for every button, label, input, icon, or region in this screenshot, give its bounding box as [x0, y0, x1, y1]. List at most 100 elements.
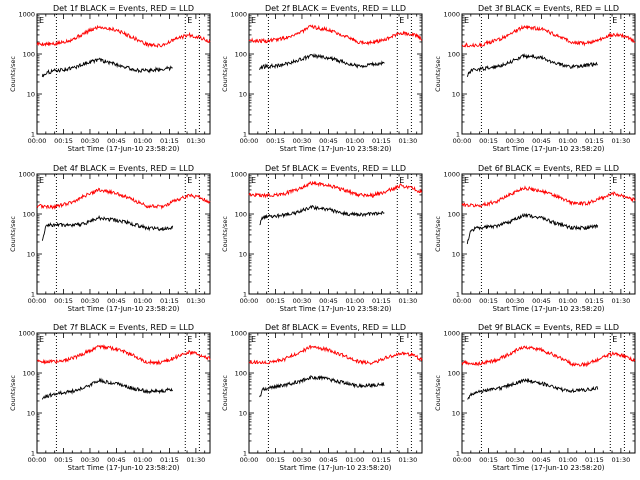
- plot-frame: [36, 173, 211, 295]
- x-tick-label: 00:45: [319, 297, 338, 305]
- x-tick-label: 00:45: [319, 456, 338, 464]
- x-tick-label: 00:15: [54, 297, 73, 305]
- x-tick-label: 00:30: [506, 456, 525, 464]
- events-rate-curve: [466, 52, 598, 77]
- x-tick-label: 00:00: [28, 137, 47, 145]
- x-tick-label: 00:00: [453, 137, 472, 145]
- y-tick-label: 10: [239, 251, 247, 259]
- lld-rate-curve: [36, 24, 211, 49]
- y-tick-label: 100: [448, 370, 460, 378]
- x-tick-label: 01:30: [187, 456, 206, 464]
- x-tick-label: 01:00: [346, 297, 365, 305]
- events-rate-curve: [259, 52, 385, 71]
- y-tick-label: 10: [239, 91, 247, 99]
- plot-frame: [461, 173, 636, 295]
- y-axis-label: Counts/sec: [221, 216, 229, 252]
- x-tick-label: 00:45: [107, 137, 126, 145]
- x-tick-label: 00:15: [54, 137, 73, 145]
- panel-title: Det 4f BLACK = Events, RED = LLD: [53, 164, 194, 173]
- lld-rate-curve: [248, 344, 423, 366]
- events-rate-curve: [259, 374, 385, 398]
- lld-rate-curve: [36, 344, 211, 366]
- y-tick-label: 1000: [230, 11, 247, 19]
- y-axis-label: Counts/sec: [221, 56, 229, 92]
- detector-panel: Det 7f BLACK = Events, RED = LLD 1 10 100 10…: [9, 323, 211, 472]
- y-tick-label: 100: [235, 370, 247, 378]
- x-tick-label: 00:15: [266, 456, 285, 464]
- x-tick-label: 01:00: [134, 456, 153, 464]
- x-tick-label: 00:15: [266, 137, 285, 145]
- x-tick-label: 00:15: [479, 297, 498, 305]
- event-marker-label: E: [251, 176, 256, 185]
- y-tick-label: 10: [27, 91, 35, 99]
- y-tick-label: 1000: [443, 11, 460, 19]
- events-rate-curve: [41, 377, 173, 400]
- detector-panel: Det 3f BLACK = Events, RED = LLD 1 10 100 10…: [434, 4, 636, 153]
- x-tick-label: 00:45: [107, 297, 126, 305]
- panel-title: Det 5f BLACK = Events, RED = LLD: [265, 164, 406, 173]
- panel-title: Det 7f BLACK = Events, RED = LLD: [53, 323, 194, 332]
- x-tick-label: 01:15: [372, 456, 391, 464]
- x-tick-label: 01:00: [559, 456, 578, 464]
- panel-title: Det 6f BLACK = Events, RED = LLD: [478, 164, 619, 173]
- event-marker-label: E: [39, 335, 44, 344]
- x-tick-label: 00:00: [453, 456, 472, 464]
- y-tick-label: 100: [23, 370, 35, 378]
- x-tick-label: 00:45: [532, 456, 551, 464]
- x-tick-label: 01:00: [134, 297, 153, 305]
- lld-rate-curve: [248, 24, 423, 46]
- event-marker-label: E: [612, 176, 617, 185]
- x-tick-label: 00:30: [81, 297, 100, 305]
- event-marker-label: E: [464, 335, 469, 344]
- events-rate-curve: [467, 377, 599, 400]
- x-tick-label: 00:45: [532, 297, 551, 305]
- x-tick-label: 01:15: [585, 456, 604, 464]
- y-tick-label: 100: [235, 211, 247, 219]
- x-axis-label: Start Time (17-Jun-10 23:58:20): [280, 305, 392, 313]
- event-marker-label: E: [187, 335, 192, 344]
- y-axis-label: Counts/sec: [9, 216, 17, 252]
- x-tick-label: 00:00: [28, 456, 47, 464]
- x-tick-label: 01:15: [585, 137, 604, 145]
- x-axis-label: Start Time (17-Jun-10 23:58:20): [280, 145, 392, 153]
- panel-title: Det 3f BLACK = Events, RED = LLD: [478, 4, 619, 13]
- event-marker-label: E: [612, 335, 617, 344]
- y-tick-label: 1: [243, 450, 247, 458]
- plot-frame: [36, 332, 211, 454]
- y-tick-label: 1: [243, 291, 247, 299]
- y-axis-label: Counts/sec: [9, 56, 17, 92]
- y-tick-label: 1: [31, 450, 35, 458]
- plot-frame: [36, 13, 211, 135]
- event-marker-label: E: [39, 176, 44, 185]
- x-tick-label: 01:15: [160, 456, 179, 464]
- detector-panel: Det 6f BLACK = Events, RED = LLD 1 10 100 10…: [434, 164, 636, 313]
- detector-panel: Det 8f BLACK = Events, RED = LLD 1 10 100 10…: [221, 323, 423, 472]
- y-axis-label: Counts/sec: [434, 216, 442, 252]
- x-axis-label: Start Time (17-Jun-10 23:58:20): [493, 305, 605, 313]
- x-tick-label: 00:45: [107, 456, 126, 464]
- plot-frame: [248, 332, 423, 454]
- y-tick-label: 100: [448, 211, 460, 219]
- y-tick-label: 1: [31, 131, 35, 139]
- y-tick-label: 1000: [443, 171, 460, 179]
- x-tick-label: 01:30: [399, 297, 418, 305]
- event-marker-label: E: [464, 176, 469, 185]
- x-tick-label: 00:30: [506, 137, 525, 145]
- x-axis-label: Start Time (17-Jun-10 23:58:20): [68, 305, 180, 313]
- y-tick-label: 10: [27, 410, 35, 418]
- y-tick-label: 1: [243, 131, 247, 139]
- x-tick-label: 01:00: [134, 137, 153, 145]
- x-tick-label: 00:30: [293, 297, 312, 305]
- event-marker-label: E: [187, 176, 192, 185]
- x-tick-label: 00:15: [54, 456, 73, 464]
- y-tick-label: 10: [27, 251, 35, 259]
- events-rate-curve: [466, 212, 599, 245]
- event-marker-label: E: [251, 16, 256, 25]
- x-tick-label: 01:30: [187, 137, 206, 145]
- y-tick-label: 10: [452, 251, 460, 259]
- event-marker-label: E: [39, 16, 44, 25]
- y-tick-label: 1000: [230, 171, 247, 179]
- x-tick-label: 01:15: [160, 137, 179, 145]
- y-tick-label: 1000: [18, 330, 35, 338]
